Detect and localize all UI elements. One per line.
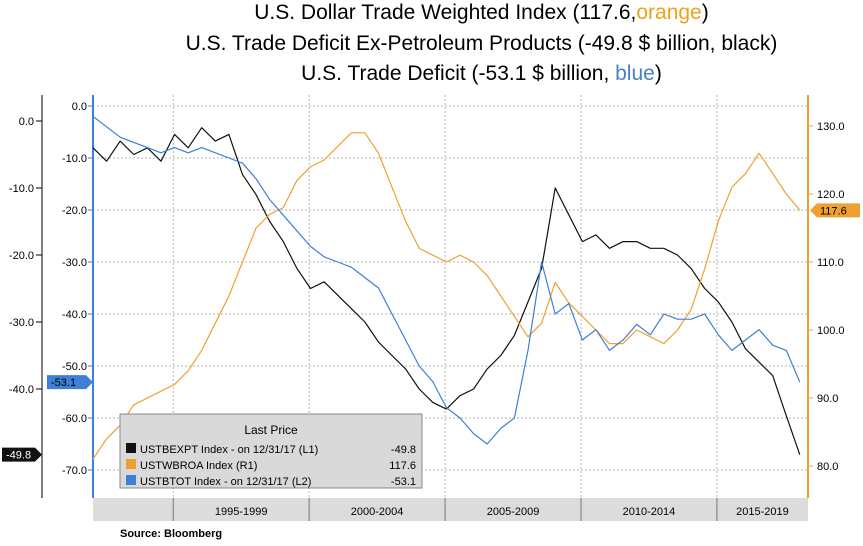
right-tick-label: 100.0	[817, 325, 845, 337]
title-1-text: U.S. Dollar Trade Weighted Index (117.6,	[254, 1, 637, 24]
value-tag-orange-shape	[810, 203, 860, 218]
title-1-close: )	[701, 1, 709, 24]
right-tick-label: 80.0	[817, 461, 838, 473]
legend-entry-label: USTWBROA Index (R1)	[140, 460, 257, 472]
legend-swatch	[126, 443, 136, 453]
series-line-ustbexpt-index	[92, 127, 801, 455]
inner-left-tick-label: -10.0	[62, 153, 87, 165]
value-tag-orange: 117.6	[810, 203, 860, 218]
series-line-ustwbroa-index	[92, 132, 801, 460]
inner-left-tick-label: -70.0	[62, 465, 87, 477]
x-category-label: 2015-2019	[736, 506, 789, 518]
x-category-label: 2000-2004	[351, 506, 404, 518]
inner-left-tick-label: -30.0	[62, 257, 87, 269]
outer-left-tick-label: -30.0	[9, 317, 34, 329]
legend-entry-value: -53.1	[391, 476, 416, 488]
inner-left-tick-label: -40.0	[62, 309, 87, 321]
value-tag-blue: -53.1	[47, 375, 93, 390]
inner-left-tick-label: -60.0	[62, 413, 87, 425]
right-tick-label: 90.0	[817, 393, 838, 405]
title-3-text: U.S. Trade Deficit (-53.1 $ billion,	[301, 62, 616, 85]
legend-box: Last Price USTBEXPT Index - on 12/31/17 (…	[119, 413, 423, 489]
legend-background	[119, 413, 423, 489]
title-3-color-word: blue	[615, 62, 655, 85]
outer-left-tick-label: 0.0	[19, 116, 34, 128]
chart-title-line-2: U.S. Trade Deficit Ex-Petroleum Products…	[185, 32, 778, 55]
title-1-color-word: orange	[636, 1, 702, 24]
title-3-close: )	[654, 62, 662, 85]
legend-title: Last Price	[244, 423, 298, 437]
inner-left-tick-label: -50.0	[62, 361, 87, 373]
source-note: Source: Bloomberg	[120, 528, 223, 540]
outer-left-tick-label: -40.0	[9, 384, 34, 396]
inner-left-tick-label: 0.0	[72, 101, 87, 113]
x-category-label: 2005-2009	[487, 506, 540, 518]
legend-swatch	[126, 459, 136, 469]
value-tag-orange-label: 117.6	[820, 205, 847, 217]
value-tag-black-label: -49.8	[6, 450, 31, 462]
legend-entry-label: USTBTOT Index - on 12/31/17 (L2)	[140, 476, 311, 488]
right-tick-label: 130.0	[817, 121, 845, 133]
right-tick-label: 120.0	[817, 189, 845, 201]
x-category-label: 2010-2014	[623, 506, 676, 518]
series-line-ustbtot-index	[92, 115, 801, 445]
left-axis-area	[0, 95, 93, 498]
outer-left-tick-label: -10.0	[9, 183, 34, 195]
right-tick-label: 110.0	[817, 257, 844, 269]
chart-title-line-3: U.S. Trade Deficit (-53.1 $ billion, blu…	[50, 62, 863, 86]
outer-left-tick-label: -20.0	[9, 250, 34, 262]
value-tag-black-shape	[2, 447, 42, 462]
legend-entry-value: 117.6	[389, 460, 416, 472]
value-tag-blue-shape	[47, 375, 93, 390]
value-tag-blue-label: -53.1	[51, 377, 76, 389]
legend-entry-value: -49.8	[391, 444, 416, 456]
legend-swatch	[126, 475, 136, 485]
x-category-label: 1995-1999	[215, 506, 268, 518]
chart-title-line-1: U.S. Dollar Trade Weighted Index (117.6,…	[50, 1, 863, 25]
x-axis-band	[93, 498, 808, 521]
legend-entry-label: USTBEXPT Index - on 12/31/17 (L1)	[140, 444, 318, 456]
inner-left-tick-label: -20.0	[62, 205, 87, 217]
value-tag-black: -49.8	[2, 447, 42, 462]
